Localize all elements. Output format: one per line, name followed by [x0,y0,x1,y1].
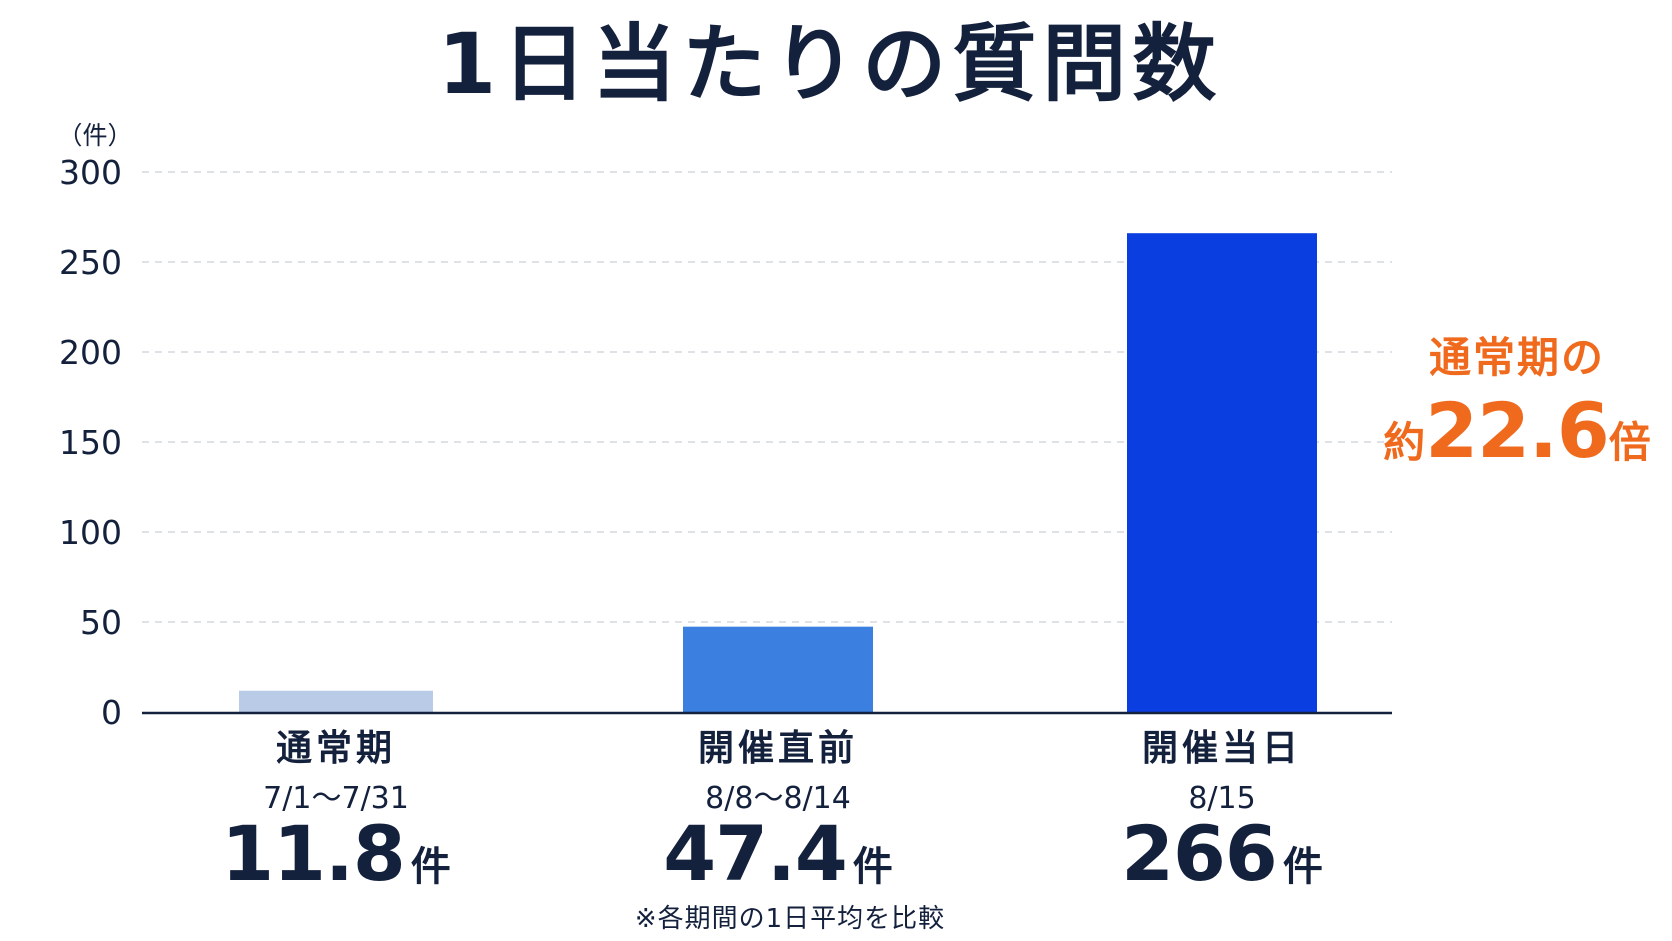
chart-title: 1日当たりの質問数 [437,15,1223,113]
y-tick-label-200: 200 [59,333,122,372]
category-label-2: 開催直前 [698,728,858,769]
callout-line1: 通常期の [1428,333,1605,382]
callout-line2: 約22.6倍 [1372,389,1662,473]
value-label-2: 47.4 件 [663,809,893,898]
y-tick-label-50: 50 [80,603,122,642]
bar-1 [239,690,433,712]
y-axis-unit-label: （件） [57,121,132,150]
bar-3 [1127,233,1317,712]
y-tick-label-150: 150 [59,423,122,462]
value-label-3: 266 件 [1121,809,1323,898]
y-tick-label-300: 300 [59,153,122,192]
category-label-3: 開催当日 [1142,728,1302,769]
category-label-1: 通常期 [276,728,396,769]
bar-2 [683,626,873,712]
y-tick-label-0: 0 [101,693,122,732]
period-label-2: 8/8〜8/14 [705,781,851,816]
ratio-callout: 通常期の 約22.6倍 [1372,333,1662,473]
period-label-3: 8/15 [1188,781,1255,816]
callout-value: 22.6 [1425,386,1610,476]
value-label-1: 11.8 件 [221,809,451,898]
callout-suffix: 倍 [1608,418,1651,468]
period-label-1: 7/1〜7/31 [263,781,409,816]
callout-prefix: 約 [1383,418,1426,468]
y-tick-label-250: 250 [59,243,122,282]
footnote: ※各期間の1日平均を比較 [634,904,946,934]
y-tick-label-100: 100 [59,513,122,552]
